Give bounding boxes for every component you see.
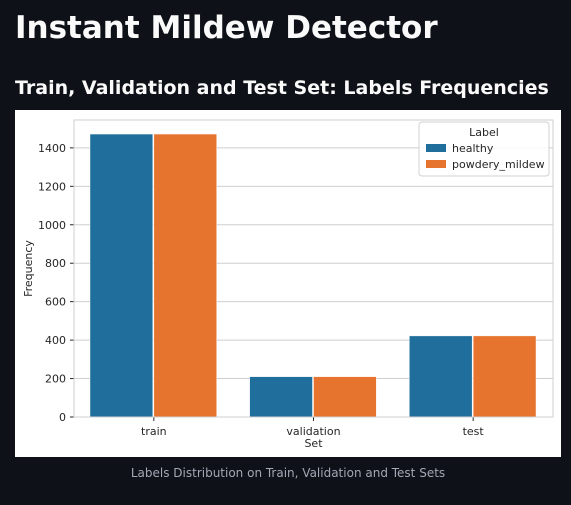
x-tick-label: validation (286, 425, 340, 438)
bar-healthy-validation (249, 376, 313, 418)
legend: Label healthy powdery_mildew (418, 121, 550, 177)
bar-healthy-test (409, 335, 473, 418)
y-tick-label: 0 (59, 411, 66, 424)
bar-powdery_mildew-train (153, 133, 217, 418)
axes: 0 200 400 600 800 1000 1200 1400 train validation… (22, 119, 554, 450)
y-tick-label: 600 (45, 296, 66, 309)
bar-powdery_mildew-test (472, 335, 537, 418)
chart-figure: 0 200 400 600 800 1000 1200 1400 train validation… (15, 110, 561, 457)
legend-title: Label (469, 126, 499, 139)
legend-label-healthy: healthy (452, 142, 494, 155)
plot-frame (73, 119, 554, 418)
figure-caption: Labels Distribution on Train, Validation… (130, 466, 446, 480)
y-tick-label: 400 (45, 334, 66, 347)
section-title: Train, Validation and Test Set: Labels F… (15, 77, 549, 99)
bar-healthy-train (89, 133, 154, 418)
page-title: Instant Mildew Detector (15, 10, 438, 46)
y-tick-label: 1400 (38, 142, 66, 155)
y-tick-label: 1200 (38, 180, 66, 193)
legend-swatch-powdery_mildew (426, 160, 446, 168)
legend-swatch-healthy (426, 144, 446, 152)
y-tick-label: 200 (45, 373, 66, 386)
y-tick-label: 1000 (38, 219, 66, 232)
y-tick-label: 800 (45, 257, 66, 270)
x-tick-label: test (463, 425, 485, 438)
bar-chart: 0 200 400 600 800 1000 1200 1400 train validation… (22, 119, 554, 450)
legend-label-powdery_mildew: powdery_mildew (452, 158, 545, 171)
x-tick-label: train (141, 425, 167, 438)
bar-powdery_mildew-validation (313, 376, 377, 418)
legend-box (418, 121, 550, 177)
y-axis-label: Frequency (22, 240, 35, 297)
bars (89, 133, 537, 418)
x-axis-label: Set (304, 437, 323, 450)
